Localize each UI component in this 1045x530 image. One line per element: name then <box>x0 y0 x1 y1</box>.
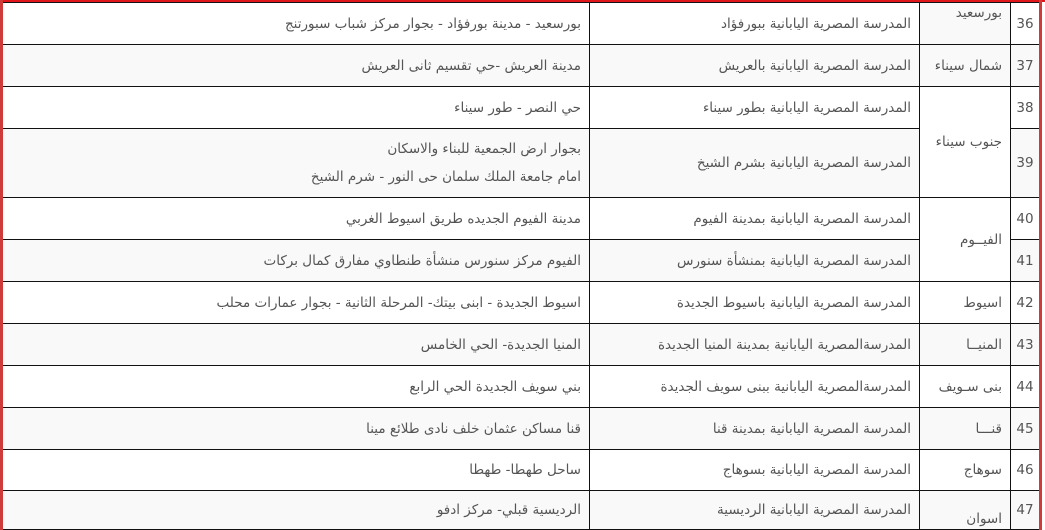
row-number-cell: 44 <box>1010 365 1040 408</box>
row-number: 45 <box>1016 420 1034 437</box>
address-cell: اسيوط الجديدة - ابنى بيتك- المرحلة الثان… <box>2 281 590 324</box>
row-number: 41 <box>1016 252 1034 269</box>
row-number: 37 <box>1016 57 1034 74</box>
address-line: قنا مساكن عثمان خلف نادى طلائع مينا <box>366 420 581 437</box>
address-line: حي النصر - طور سيناء <box>454 99 581 116</box>
school-name-cell: المدرسة المصرية اليابانية بالعريش <box>589 44 920 87</box>
address-cell: بني سويف الجديدة الحي الرابع <box>2 365 590 408</box>
address-line: مدينة العريش -حي تقسيم ثانى العريش <box>361 57 581 74</box>
address-cell: المنيا الجديدة- الحي الخامس <box>2 323 590 366</box>
governorate-cell: الفيــوم <box>919 197 1011 282</box>
row-number: 36 <box>1016 15 1034 32</box>
row-number-cell: 45 <box>1010 407 1040 450</box>
governorate-cell: قنـــا <box>919 407 1011 450</box>
row-number-cell: 43 <box>1010 323 1040 366</box>
address-line: الرديسية قبلي- مركز ادفو <box>436 502 581 518</box>
school-name: المدرسة المصرية اليابانية بمنشأة سنورس <box>676 252 911 269</box>
governorate-cell: سوهاج <box>919 449 1011 491</box>
address-cell: مدينة العريش -حي تقسيم ثانى العريش <box>2 44 590 87</box>
governorate-cell: اسيوط <box>919 281 1011 324</box>
school-name: المدرسة المصرية اليابانية بمدينة قنا <box>712 420 911 437</box>
row-number: 43 <box>1016 336 1034 353</box>
row-number-cell: 36 <box>1010 2 1040 45</box>
address-cell: بجوار ارض الجمعية للبناء والاسكان امام جا… <box>2 128 590 198</box>
governorate-name: الفيــوم <box>959 231 1002 248</box>
address-cell: مدينة الفيوم الجديده طريق اسيوط الغربي <box>2 197 590 240</box>
address-line: الفيوم مركز سنورس منشأة طنطاوي مفارق كما… <box>263 252 581 269</box>
governorate-name: اسيوط <box>963 294 1002 311</box>
row-number: 40 <box>1016 210 1034 227</box>
school-name-cell: المدرسة المصرية اليابانية بشرم الشيخ <box>589 128 920 198</box>
school-name: المدرسة المصرية اليابانية بالعريش <box>718 57 911 74</box>
governorate-cell: بنى سـويف <box>919 365 1011 408</box>
governorate-name: بنى سـويف <box>938 378 1002 395</box>
address-cell: حي النصر - طور سيناء <box>2 86 590 129</box>
address-cell: قنا مساكن عثمان خلف نادى طلائع مينا <box>2 407 590 450</box>
school-name-cell: المدرسة المصرية اليابانية بمدينة قنا <box>589 407 920 450</box>
row-number: 42 <box>1016 294 1034 311</box>
school-name: المدرسة المصرية اليابانية الرديسية <box>717 502 911 518</box>
school-name-cell: المدرسة المصرية اليابانية بمنشأة سنورس <box>589 239 920 282</box>
row-number-cell: 46 <box>1010 449 1040 491</box>
row-number-cell: 37 <box>1010 44 1040 87</box>
address-line: بجوار ارض الجمعية للبناء والاسكان <box>387 141 581 157</box>
address-line: بورسعيد - مدينة بورفؤاد - بجوار مركز شبا… <box>284 15 581 32</box>
school-name-cell: المدرسةالمصرية اليابانية بمدينة المنيا ا… <box>589 323 920 366</box>
governorate-cell: جنوب سيناء <box>919 86 1011 198</box>
address-line: ساحل طهطا- طهطا <box>469 462 581 478</box>
address-cell: الفيوم مركز سنورس منشأة طنطاوي مفارق كما… <box>2 239 590 282</box>
address-line: المنيا الجديدة- الحي الخامس <box>420 336 581 353</box>
governorate-name: المنيــا <box>966 336 1002 353</box>
school-name-cell: المدرسة المصرية اليابانية ببورفؤاد <box>589 2 920 45</box>
school-name: المدرسة المصرية اليابانية بشرم الشيخ <box>696 155 911 171</box>
row-number: 44 <box>1016 378 1034 395</box>
address-cell: بورسعيد - مدينة بورفؤاد - بجوار مركز شبا… <box>2 2 590 45</box>
school-name-cell: المدرسة المصرية اليابانية باسيوط الجديدة <box>589 281 920 324</box>
school-name-cell: المدرسةالمصرية اليابانية ببنى سويف الجدي… <box>589 365 920 408</box>
row-number-cell: 39 <box>1010 128 1040 198</box>
address-line: اسيوط الجديدة - ابنى بيتك- المرحلة الثان… <box>216 294 581 311</box>
row-number-cell: 41 <box>1010 239 1040 282</box>
school-name: المدرسة المصرية اليابانية باسيوط الجديدة <box>676 294 911 311</box>
address-line: مدينة الفيوم الجديده طريق اسيوط الغربي <box>345 210 581 227</box>
row-number: 39 <box>1016 155 1034 171</box>
school-name-cell: المدرسة المصرية اليابانية بسوهاج <box>589 449 920 491</box>
row-number-cell: 47 <box>1010 490 1040 530</box>
school-name: المدرسةالمصرية اليابانية بمدينة المنيا ا… <box>657 336 911 353</box>
row-number-cell: 38 <box>1010 86 1040 129</box>
row-number: 47 <box>1016 502 1034 518</box>
school-name: المدرسة المصرية اليابانية بطور سيناء <box>702 99 911 116</box>
highlight-border-top <box>0 0 1045 2</box>
governorate-name: شمال سيناء <box>934 57 1002 74</box>
school-name: المدرسةالمصرية اليابانية ببنى سويف الجدي… <box>660 378 911 395</box>
governorate-cell: اسوان <box>919 490 1011 530</box>
governorate-name: جنوب سيناء <box>935 134 1002 150</box>
governorate-cell: شمال سيناء <box>919 44 1011 87</box>
school-name-cell: المدرسة المصرية اليابانية بمدينة الفيوم <box>589 197 920 240</box>
school-name: المدرسة المصرية اليابانية بمدينة الفيوم <box>693 210 911 227</box>
governorate-name: بورسعيد <box>955 5 1002 21</box>
governorate-name: قنـــا <box>975 420 1002 437</box>
row-number: 46 <box>1016 462 1034 478</box>
highlight-border-right <box>1039 0 1042 530</box>
school-name-cell: المدرسة المصرية اليابانية بطور سيناء <box>589 86 920 129</box>
school-name: المدرسة المصرية اليابانية بسوهاج <box>722 462 911 478</box>
address-cell: ساحل طهطا- طهطا <box>2 449 590 491</box>
governorate-name: سوهاج <box>963 462 1002 478</box>
school-name: المدرسة المصرية اليابانية ببورفؤاد <box>720 15 911 32</box>
row-number: 38 <box>1016 99 1034 116</box>
row-number-cell: 40 <box>1010 197 1040 240</box>
row-number-cell: 42 <box>1010 281 1040 324</box>
address-line: امام جامعة الملك سلمان حى النور - شرم ال… <box>310 169 581 185</box>
address-line: بني سويف الجديدة الحي الرابع <box>409 378 581 395</box>
highlight-border-left <box>0 0 3 530</box>
address-cell: الرديسية قبلي- مركز ادفو <box>2 490 590 530</box>
governorate-name: اسوان <box>966 511 1002 527</box>
governorate-cell: المنيــا <box>919 323 1011 366</box>
governorate-cell: بورسعيد <box>919 2 1011 45</box>
school-name-cell: المدرسة المصرية اليابانية الرديسية <box>589 490 920 530</box>
